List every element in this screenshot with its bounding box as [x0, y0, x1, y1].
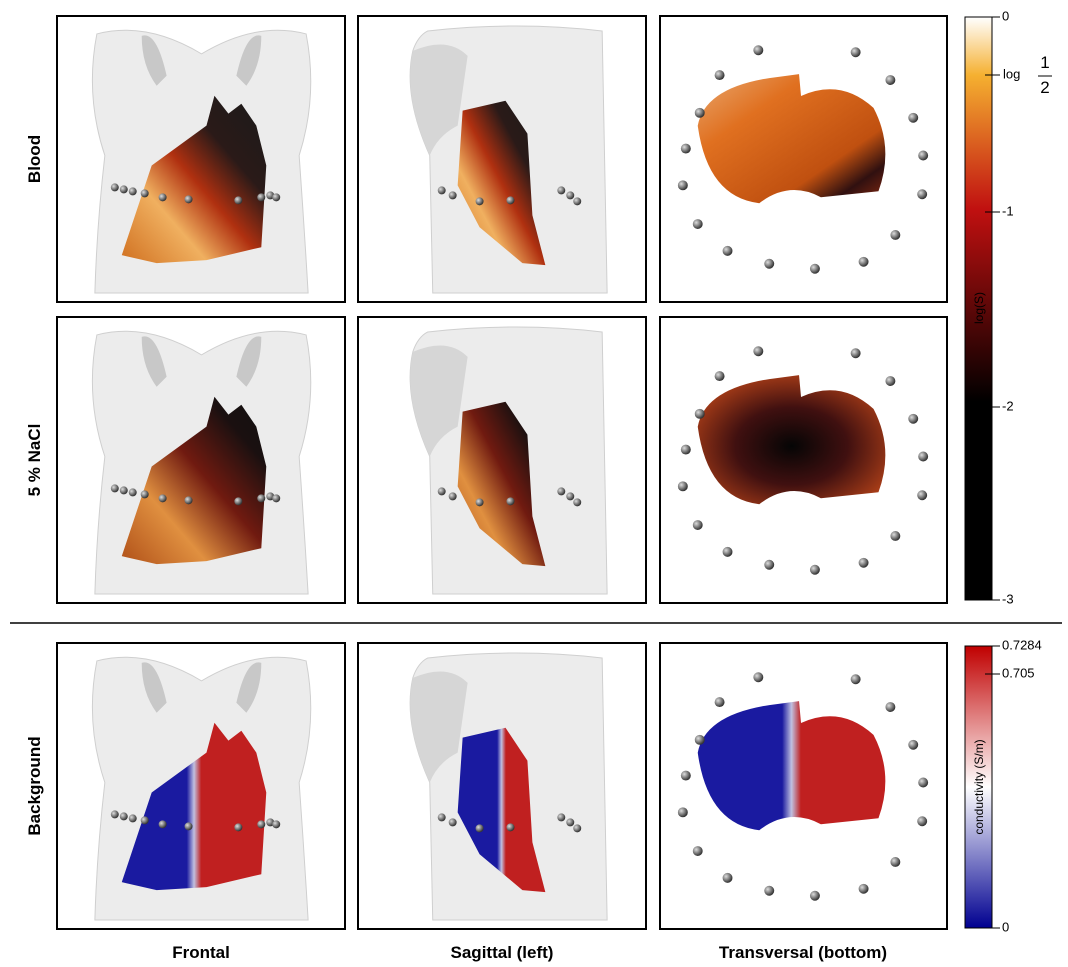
render: [678, 45, 928, 273]
column-label: Frontal: [172, 943, 230, 962]
row-label: 5 % NaCl: [25, 424, 44, 497]
column-label: Transversal (bottom): [719, 943, 887, 962]
row-label: Background: [25, 736, 44, 835]
render: [678, 346, 928, 574]
render: [92, 30, 310, 293]
row-label: Blood: [25, 135, 44, 183]
panels: [10, 16, 1062, 929]
render: [92, 331, 310, 594]
render: [678, 672, 928, 900]
render: [410, 653, 607, 920]
page: {"row_labels": ["Blood", "5 % NaCl", "Ba…: [0, 0, 1068, 967]
column-label: Sagittal (left): [451, 943, 554, 962]
tick-label: 0.7284: [1002, 637, 1042, 652]
tick-label: 2: [1040, 78, 1049, 97]
colorbar-title: conductivity (S/m): [972, 739, 986, 834]
tick-label: 0: [1002, 8, 1009, 23]
tick-label: -1: [1002, 203, 1014, 218]
tick-label: -2: [1002, 398, 1014, 413]
render: [410, 327, 607, 594]
tick-label: log: [1003, 66, 1020, 81]
render: [92, 657, 310, 920]
colorbar-title: log(S): [972, 292, 986, 324]
tick-label: 0.705: [1002, 665, 1035, 680]
figure: Blood 5 % NaCl Background Frontal Sagittal (…: [0, 0, 1068, 967]
render: [410, 26, 607, 293]
tick-label: 1: [1040, 53, 1049, 72]
tick-label: -3: [1002, 591, 1014, 606]
tick-label: 0: [1002, 919, 1009, 934]
